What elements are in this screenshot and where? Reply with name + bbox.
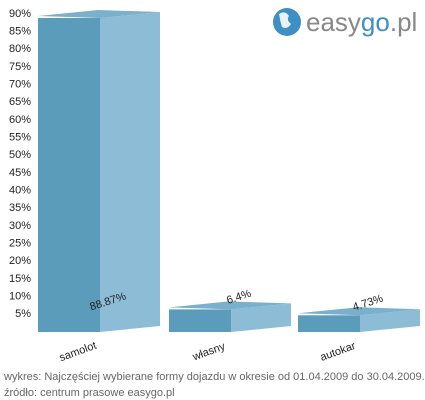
y-tick-label: 35% bbox=[9, 202, 31, 214]
y-tick-label: 45% bbox=[9, 167, 31, 179]
logo-globe-land bbox=[279, 12, 291, 28]
logo: easygo.pl bbox=[306, 7, 417, 37]
y-tick-label: 70% bbox=[9, 79, 31, 91]
bar-top bbox=[298, 307, 420, 316]
y-tick-label: 90% bbox=[9, 8, 31, 20]
bar bbox=[169, 309, 231, 332]
bar bbox=[38, 17, 100, 332]
y-tick-label: 75% bbox=[9, 61, 31, 73]
logo-part: easy bbox=[306, 7, 361, 37]
x-tick-label: własny bbox=[190, 340, 227, 363]
logo-part: .pl bbox=[390, 7, 417, 37]
y-tick-label: 15% bbox=[9, 273, 31, 285]
bar-top bbox=[38, 9, 160, 18]
y-tick-label: 50% bbox=[9, 149, 31, 161]
bar-side bbox=[231, 303, 291, 332]
y-tick-label: 65% bbox=[9, 96, 31, 108]
y-tick-label: 10% bbox=[9, 291, 31, 303]
y-tick-label: 40% bbox=[9, 185, 31, 197]
y-tick-label: 25% bbox=[9, 238, 31, 250]
y-tick-label: 30% bbox=[9, 220, 31, 232]
caption: wykres: Najczęściej wybierane formy doja… bbox=[3, 371, 425, 383]
bar bbox=[298, 315, 360, 332]
x-tick-label: samolot bbox=[58, 340, 98, 364]
y-tick-label: 55% bbox=[9, 132, 31, 144]
bar-top bbox=[169, 301, 291, 310]
bar-side bbox=[100, 11, 160, 332]
y-tick-label: 80% bbox=[9, 43, 31, 55]
y-tick-label: 20% bbox=[9, 255, 31, 267]
logo-part: go bbox=[361, 7, 390, 37]
y-tick-label: 60% bbox=[9, 114, 31, 126]
y-tick-label: 5% bbox=[15, 308, 31, 320]
bar-side bbox=[360, 309, 420, 332]
x-tick-label: autokar bbox=[319, 340, 358, 364]
caption: źródło: centrum prasowe easygo.pl bbox=[4, 387, 175, 399]
y-tick-label: 85% bbox=[9, 26, 31, 38]
